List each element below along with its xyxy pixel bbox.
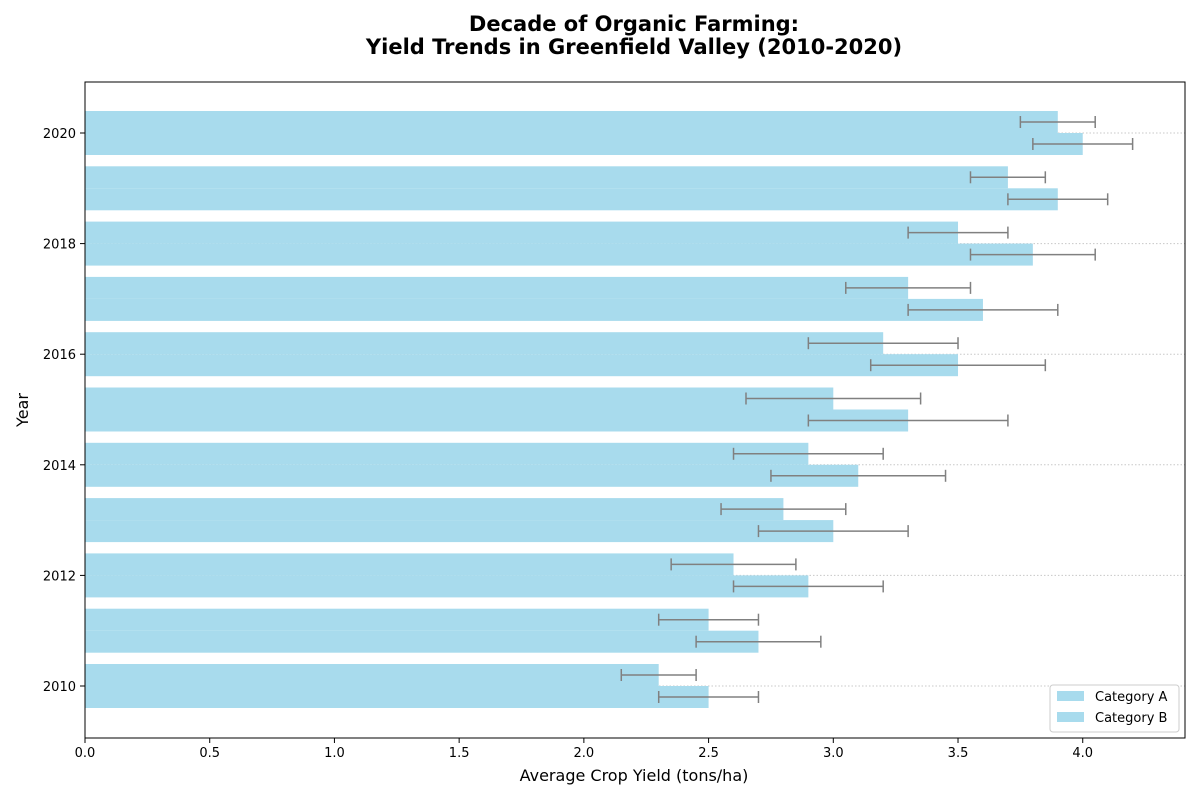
bar-category-a-2014 <box>85 443 808 465</box>
legend-label-category-b: Category B <box>1095 711 1167 726</box>
bar-category-a-2010 <box>85 664 659 686</box>
bar-category-b-2014 <box>85 465 858 487</box>
legend: Category A Category B <box>1050 685 1179 732</box>
y-tick-label-2016: 2016 <box>43 348 76 363</box>
chart-title-line1: Decade of Organic Farming: <box>469 12 799 36</box>
bars <box>85 111 1083 708</box>
bar-category-a-2011 <box>85 609 709 631</box>
y-axis-ticks: 2010 2012 2014 2016 2018 2020 <box>43 127 85 695</box>
y-tick-label-2020: 2020 <box>43 127 76 142</box>
x-axis-label: Average Crop Yield (tons/ha) <box>520 766 749 785</box>
bar-category-a-2018 <box>85 222 958 244</box>
y-tick-label-2018: 2018 <box>43 238 76 253</box>
bar-category-a-2015 <box>85 388 833 410</box>
x-tick-label-2.5: 2.5 <box>698 746 719 761</box>
x-tick-label-4.0: 4.0 <box>1072 746 1093 761</box>
bar-category-b-2017 <box>85 299 983 321</box>
bar-category-b-2012 <box>85 575 808 597</box>
legend-swatch-category-a <box>1057 691 1084 701</box>
bar-category-b-2015 <box>85 410 908 432</box>
x-tick-label-3.0: 3.0 <box>823 746 844 761</box>
bar-category-b-2018 <box>85 244 1033 266</box>
bar-category-a-2013 <box>85 498 783 520</box>
bar-category-b-2020 <box>85 133 1083 155</box>
legend-label-category-a: Category A <box>1095 690 1168 705</box>
x-axis-ticks: 0.0 0.5 1.0 1.5 2.0 2.5 3.0 3.5 4.0 <box>75 738 1093 761</box>
bar-category-a-2017 <box>85 277 908 299</box>
legend-swatch-category-b <box>1057 712 1084 722</box>
bar-category-b-2013 <box>85 520 833 542</box>
bar-category-a-2019 <box>85 166 1008 188</box>
bar-category-b-2016 <box>85 354 958 376</box>
y-tick-label-2010: 2010 <box>43 680 76 695</box>
x-tick-label-1.5: 1.5 <box>449 746 470 761</box>
x-tick-label-2.0: 2.0 <box>574 746 595 761</box>
x-tick-label-0.5: 0.5 <box>199 746 220 761</box>
bar-category-a-2016 <box>85 332 883 354</box>
bar-category-a-2020 <box>85 111 1058 133</box>
y-axis-label: Year <box>13 393 32 428</box>
y-tick-label-2014: 2014 <box>43 459 76 474</box>
bar-category-b-2010 <box>85 686 709 708</box>
bar-category-a-2012 <box>85 553 734 575</box>
x-tick-label-1.0: 1.0 <box>324 746 345 761</box>
x-tick-label-0.0: 0.0 <box>75 746 96 761</box>
x-tick-label-3.5: 3.5 <box>948 746 969 761</box>
bar-category-b-2019 <box>85 188 1058 210</box>
y-tick-label-2012: 2012 <box>43 569 76 584</box>
chart-title-line2: Yield Trends in Greenfield Valley (2010-… <box>365 35 902 59</box>
bar-category-b-2011 <box>85 631 758 653</box>
